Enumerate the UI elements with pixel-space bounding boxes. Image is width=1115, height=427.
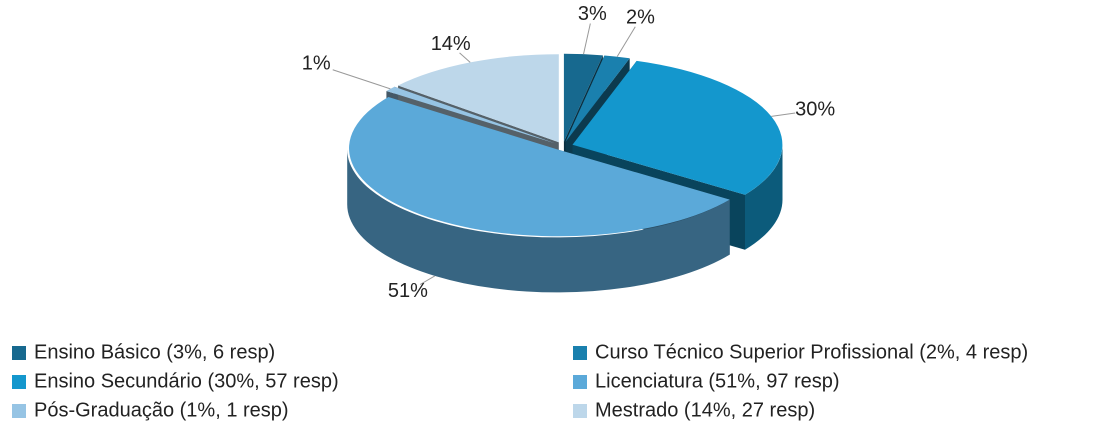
leader-line — [583, 23, 591, 55]
slice — [563, 53, 603, 142]
legend-label: Ensino Básico (3%, 6 resp) — [34, 341, 275, 363]
leader-line — [332, 69, 391, 90]
data-label: 14% — [431, 33, 471, 55]
legend-label: Curso Técnico Superior Profissional (2%,… — [595, 341, 1028, 363]
slice-side — [745, 144, 783, 250]
slice-side — [347, 149, 730, 293]
leader-line — [419, 275, 436, 285]
legend-swatch — [12, 404, 26, 418]
legend-label: Mestrado (14%, 27 resp) — [595, 399, 815, 421]
pie-tops — [349, 53, 783, 237]
legend-label: Licenciatura (51%, 97 resp) — [595, 370, 840, 392]
leader-line — [771, 112, 796, 117]
legend-swatch — [573, 346, 587, 360]
legend-swatch — [573, 404, 587, 418]
data-label: 1% — [302, 53, 331, 75]
legend-swatch — [12, 346, 26, 360]
data-label: 30% — [795, 98, 835, 120]
pie-labels: 3% 2% 30% 51% 1% 14% — [302, 3, 836, 302]
leader-line — [459, 52, 471, 63]
legend: Ensino Básico (3%, 6 resp) Curso Técnico … — [12, 341, 1028, 421]
legend-swatch — [573, 375, 587, 389]
legend-label: Pós-Graduação (1%, 1 resp) — [34, 399, 289, 421]
legend-swatch — [12, 375, 26, 389]
data-label: 2% — [626, 7, 655, 29]
data-label: 3% — [578, 3, 607, 25]
leader-line — [616, 26, 636, 57]
slice — [572, 60, 783, 195]
data-label: 51% — [388, 280, 428, 302]
slice — [398, 54, 559, 143]
legend-label: Ensino Secundário (30%, 57 resp) — [34, 370, 339, 392]
slice — [386, 86, 556, 144]
slice — [349, 97, 730, 237]
slice — [565, 55, 630, 142]
